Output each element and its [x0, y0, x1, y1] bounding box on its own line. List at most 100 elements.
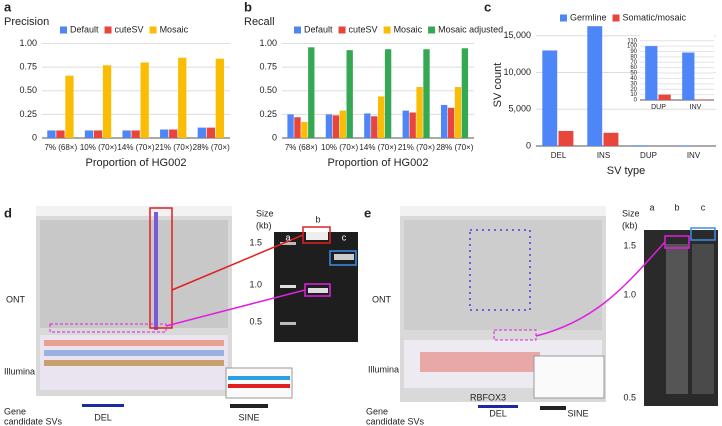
track-label: ONT [372, 294, 392, 304]
legend-swatch [60, 26, 67, 34]
highlight-box [49, 323, 167, 333]
bar [65, 75, 74, 138]
y-tick-label: 1.00 [19, 38, 37, 48]
x-tick-label: 7% (68×) [285, 143, 318, 152]
panel-letter: e [364, 205, 371, 220]
size-tick: 1.0 [623, 289, 636, 299]
sv-label: DEL [489, 408, 507, 418]
lane-label: b [674, 202, 679, 212]
legend-swatch [428, 26, 436, 34]
chart-title: Recall [244, 16, 275, 28]
inset-tick-label: 0 [634, 98, 638, 104]
inset-tick-label: 40 [630, 76, 637, 82]
sv-label: SINE [567, 408, 588, 418]
bar [658, 94, 671, 100]
x-axis-label: SV type [607, 165, 646, 177]
lane-label: b [315, 214, 320, 224]
legend-label: cuteSV [349, 24, 378, 34]
legend-label: Mosaic [160, 24, 189, 34]
x-tick-label: 14% (70×) [359, 143, 396, 152]
panel-d: d ONT Illumina Gene candidate SVs DEL SI… [4, 205, 358, 426]
inset-tick-label: 30 [630, 81, 637, 87]
inset-tick-label: 90 [630, 49, 637, 55]
size-tick: 1.5 [623, 240, 636, 250]
size-tick: 1.0 [249, 279, 262, 289]
y-tick-label: 0.25 [259, 109, 277, 119]
gene-label: Gene [4, 406, 26, 416]
x-tick-label: DUP [651, 104, 666, 111]
size-label: (kb) [622, 220, 638, 230]
sv-label: SINE [238, 412, 259, 422]
del-bar [82, 404, 124, 407]
legend-label: Default [70, 24, 99, 34]
legend-swatch [104, 26, 112, 34]
gene-label: candidate SVs [4, 416, 63, 426]
legend-label: Mosaic adjusted [438, 24, 503, 34]
track-label: Illumina [368, 364, 399, 374]
bar [102, 65, 112, 138]
y-tick-label: 5,000 [508, 104, 531, 114]
bar [160, 129, 169, 138]
legend-label: Default [304, 24, 333, 34]
x-axis-label: Proportion of HG002 [328, 157, 429, 169]
track-popup [225, 367, 293, 399]
panel-letter: d [4, 205, 12, 220]
highlight-box [149, 207, 173, 329]
x-axis-label: Proportion of HG002 [86, 157, 187, 169]
ont-reads [404, 220, 602, 330]
bar [632, 145, 648, 146]
legend-label: cuteSV [115, 24, 144, 34]
legend-swatch [612, 14, 620, 22]
inset-tick-label: 110 [627, 38, 637, 44]
y-tick-label: 0.75 [259, 62, 277, 72]
connector [165, 289, 306, 327]
bar [294, 117, 301, 138]
highlight-box [690, 227, 716, 241]
connector [535, 241, 666, 337]
x-tick-label: INV [690, 104, 702, 111]
bar [645, 46, 658, 100]
x-tick-label: 14% (70×) [117, 143, 154, 152]
bar [454, 87, 462, 138]
sine-bar [540, 406, 566, 410]
browser-ruler [400, 206, 606, 216]
bar [325, 114, 333, 138]
gene-name: RBFOX3 [470, 392, 506, 402]
bar [447, 107, 455, 138]
bar [378, 96, 385, 138]
y-tick-label: 0 [526, 140, 531, 150]
bar [677, 145, 693, 146]
bar [346, 50, 353, 138]
x-tick-label: 10% (70×) [80, 143, 117, 152]
legend-swatch [149, 26, 157, 34]
y-tick-label: 0.25 [19, 109, 37, 119]
bar [56, 130, 65, 138]
x-tick-label: 28% (70×) [436, 143, 473, 152]
y-tick-label: 10,000 [503, 67, 531, 77]
track-label: Illumina [4, 366, 35, 376]
inset-tick-label: 80 [630, 54, 637, 60]
connector [171, 234, 304, 291]
x-tick-label: INS [597, 151, 610, 160]
gel-smear [666, 244, 688, 394]
browser-ruler [36, 206, 232, 216]
y-tick-label: 0 [272, 132, 277, 142]
y-tick-label: 0.50 [259, 85, 277, 95]
read-stack [44, 340, 224, 346]
y-tick-label: 0.75 [19, 62, 37, 72]
bar [197, 127, 206, 138]
gel-band [308, 288, 328, 293]
ont-reads [40, 220, 228, 328]
read-stack [420, 352, 540, 372]
gel-smear [692, 244, 714, 394]
inset-tick-label: 50 [630, 71, 637, 77]
bar [140, 62, 149, 138]
track-popup [533, 355, 605, 399]
x-tick-label: 21% (70×) [155, 143, 192, 152]
bar [440, 104, 448, 138]
read-stack [44, 360, 224, 366]
lane-label: c [701, 202, 706, 212]
bar [169, 129, 178, 138]
